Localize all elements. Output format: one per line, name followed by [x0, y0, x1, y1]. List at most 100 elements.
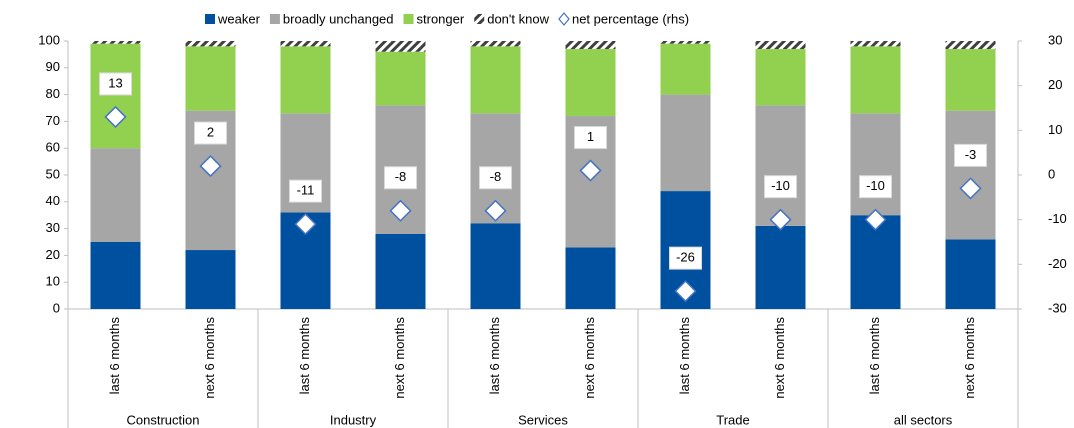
net-marker — [769, 208, 792, 231]
bar-segment — [470, 223, 521, 309]
group-label: Industry — [330, 412, 377, 427]
bar-segment — [850, 41, 901, 47]
bar-segment — [470, 41, 521, 47]
legend-label: don't know — [487, 11, 549, 26]
x-tick-label: last 6 months — [487, 317, 502, 395]
bar-segment — [945, 239, 996, 309]
group-label: Trade — [716, 412, 749, 427]
legend-swatch — [205, 14, 215, 24]
bar-segment — [375, 233, 426, 309]
data-label-box — [384, 166, 417, 190]
bar-segment — [185, 41, 236, 47]
bar-segment — [375, 41, 426, 52]
bar-segment — [90, 41, 141, 44]
bar-segment — [660, 41, 711, 44]
data-label-box — [669, 246, 702, 270]
legend-label: broadly unchanged — [283, 11, 394, 26]
y2-tick-label: -10 — [1048, 211, 1067, 226]
data-label-box — [479, 166, 512, 190]
bar-segment — [755, 41, 806, 50]
data-label: 13 — [108, 75, 122, 90]
x-tick-label: next 6 months — [582, 317, 597, 399]
y-tick-label: 0 — [53, 300, 60, 315]
data-label: -3 — [965, 147, 977, 162]
legend-swatch — [269, 14, 280, 24]
bar-segment — [660, 94, 711, 192]
data-label-box — [859, 175, 892, 199]
legend-label: weaker — [217, 11, 261, 26]
bar-segment — [945, 110, 996, 240]
data-label: -26 — [676, 250, 695, 265]
y2-tick-label: 0 — [1048, 166, 1055, 181]
bar-segment — [470, 46, 521, 114]
bar-segment — [90, 242, 141, 309]
bar-segment — [185, 46, 236, 111]
net-marker — [199, 155, 222, 178]
y-tick-label: 70 — [46, 113, 60, 128]
y-tick-label: 10 — [46, 274, 60, 289]
bar-segment — [90, 43, 141, 149]
bar-segment — [565, 247, 616, 309]
bar-segment — [660, 43, 711, 95]
legend-swatch — [558, 12, 570, 26]
x-tick-label: last 6 months — [107, 317, 122, 395]
group-label: Services — [518, 412, 568, 427]
data-label-box — [194, 121, 227, 145]
data-label-box — [99, 72, 132, 96]
bar-segment — [375, 51, 426, 106]
data-label: -10 — [866, 178, 885, 193]
bar-segment — [755, 105, 806, 226]
net-marker — [674, 280, 697, 303]
data-label-box — [954, 143, 987, 167]
net-marker — [294, 213, 317, 236]
bar-segment — [280, 41, 331, 47]
y2-tick-label: 20 — [1048, 77, 1062, 92]
net-marker — [104, 105, 127, 128]
net-marker — [959, 177, 982, 200]
data-label-box — [289, 179, 322, 203]
y-tick-label: 60 — [46, 140, 60, 155]
net-marker — [389, 199, 412, 222]
y2-tick-label: -20 — [1048, 256, 1067, 271]
legend-swatch — [403, 14, 414, 24]
bar-segment — [565, 49, 616, 117]
bar-segment — [90, 148, 141, 242]
y-tick-label: 40 — [46, 193, 60, 208]
data-label: -8 — [395, 169, 407, 184]
bar-segment — [755, 225, 806, 309]
data-label: 2 — [207, 125, 214, 140]
net-marker — [484, 199, 507, 222]
x-tick-label: next 6 months — [772, 317, 787, 399]
legend-label: net percentage (rhs) — [572, 11, 689, 26]
y-tick-label: 90 — [46, 59, 60, 74]
group-label: all sectors — [894, 412, 953, 427]
y-tick-label: 30 — [46, 220, 60, 235]
bar-segment — [945, 41, 996, 50]
data-label: -11 — [297, 183, 315, 198]
bar-segment — [280, 46, 331, 114]
bar-segment — [755, 49, 806, 106]
bar-segment — [185, 250, 236, 309]
bar-segment — [850, 215, 901, 309]
bar-segment — [565, 41, 616, 50]
group-label: Construction — [127, 412, 200, 427]
y-tick-label: 20 — [46, 247, 60, 262]
x-tick-label: last 6 months — [867, 317, 882, 395]
y-tick-label: 80 — [46, 86, 60, 101]
legend-swatch — [474, 14, 485, 24]
x-tick-label: next 6 months — [202, 317, 217, 399]
y2-tick-label: -30 — [1048, 300, 1067, 315]
net-marker — [864, 208, 887, 231]
x-tick-label: next 6 months — [392, 317, 407, 399]
data-label-box — [764, 175, 797, 199]
y2-tick-label: 30 — [1048, 32, 1062, 47]
data-label: 1 — [587, 129, 594, 144]
bar-segment — [850, 46, 901, 114]
x-tick-label: next 6 months — [962, 317, 977, 399]
bar-segment — [945, 49, 996, 111]
x-tick-label: last 6 months — [297, 317, 312, 395]
net-marker — [579, 159, 602, 182]
data-label: -10 — [771, 178, 790, 193]
y-tick-label: 100 — [38, 32, 60, 47]
